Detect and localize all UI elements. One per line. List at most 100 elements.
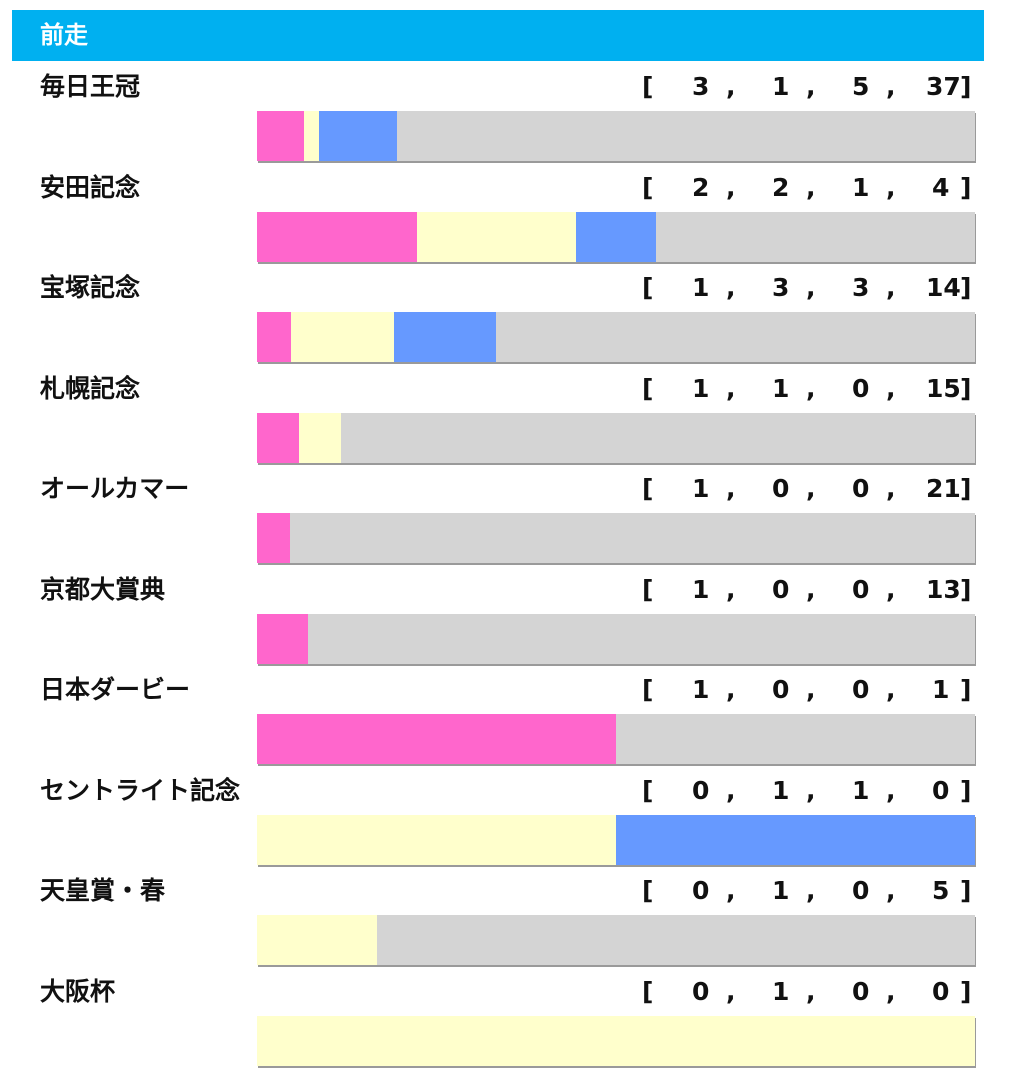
comma: ,: [886, 775, 896, 805]
bar-track: [257, 714, 975, 764]
count-value: 0: [772, 675, 790, 704]
count-value: 1: [772, 976, 790, 1006]
count-value: 1: [692, 474, 710, 503]
bracket: ]: [960, 273, 972, 302]
comma: ,: [726, 976, 736, 1006]
comma: ,: [886, 72, 896, 101]
record-counts: [0, 1, 0, 5]: [640, 876, 976, 906]
count-value: 5: [852, 72, 870, 101]
section-title: 前走: [40, 21, 88, 49]
comma: ,: [886, 474, 896, 503]
count-value: 0: [692, 775, 710, 805]
bar-segment: [291, 312, 394, 362]
bracket: ]: [960, 876, 972, 905]
bracket: ]: [960, 976, 972, 1006]
bar-segment: [393, 312, 497, 362]
bar-segment: [319, 111, 398, 161]
count-value: 0: [692, 976, 710, 1006]
record-counts: [3, 1, 5, 37]: [640, 72, 976, 102]
bar-segment: [416, 211, 577, 262]
record-counts: [2, 2, 1, 4]: [640, 173, 976, 203]
record-counts: [1, 0, 0, 21]: [640, 474, 976, 504]
record-counts: [1, 1, 0, 15]: [640, 374, 976, 404]
bar-segment: [376, 915, 975, 965]
bracket: ]: [960, 474, 972, 503]
bracket: [: [642, 72, 654, 101]
bracket: [: [642, 675, 654, 704]
count-value: 15: [926, 373, 961, 403]
count-value: 1: [852, 172, 870, 202]
record-counts: [1, 0, 0, 1]: [640, 675, 976, 705]
comma: ,: [806, 373, 816, 403]
bar-track: [257, 613, 975, 664]
bar-segment: [257, 312, 292, 362]
comma: ,: [726, 775, 736, 805]
bracket: [: [642, 976, 654, 1006]
count-value: 2: [772, 172, 790, 202]
comma: ,: [886, 172, 896, 202]
count-value: 14: [926, 273, 961, 302]
bar-segment: [289, 513, 975, 563]
record-counts: [0, 1, 1, 0]: [640, 776, 976, 806]
bracket: ]: [960, 172, 972, 202]
count-value: 4: [932, 172, 950, 202]
category-label: 日本ダービー: [40, 675, 191, 704]
comma: ,: [806, 273, 816, 302]
bar-segment: [576, 211, 656, 262]
count-value: 0: [852, 876, 870, 905]
bracket: [: [642, 273, 654, 302]
bracket: ]: [960, 775, 972, 805]
count-value: 1: [692, 273, 710, 302]
comma: ,: [886, 675, 896, 704]
category-label: 毎日王冠: [40, 72, 141, 101]
count-value: 1: [692, 574, 710, 604]
bar-segment: [308, 613, 975, 664]
bar-track: [257, 312, 975, 362]
record-counts: [0, 1, 0, 0]: [640, 977, 976, 1007]
count-value: 13: [926, 574, 961, 604]
category-label: 安田記念: [40, 172, 141, 202]
comma: ,: [726, 474, 736, 503]
comma: ,: [726, 273, 736, 302]
bracket: [: [642, 876, 654, 905]
bar-track: [257, 513, 975, 563]
bracket: [: [642, 574, 654, 604]
comma: ,: [886, 373, 896, 403]
bar-track: [257, 915, 975, 965]
count-value: 0: [692, 876, 710, 905]
comma: ,: [806, 976, 816, 1006]
count-value: 3: [692, 72, 710, 101]
count-value: 37: [926, 72, 961, 101]
bar-segment: [655, 211, 975, 262]
comma: ,: [886, 273, 896, 302]
bar-segment: [616, 814, 975, 865]
comma: ,: [806, 172, 816, 202]
comma: ,: [726, 172, 736, 202]
comma: ,: [806, 775, 816, 805]
category-label: 京都大賞典: [40, 574, 166, 604]
bar-track: [257, 814, 975, 865]
bar-segment: [257, 513, 290, 563]
count-value: 1: [932, 675, 950, 704]
record-counts: [1, 3, 3, 14]: [640, 273, 976, 303]
bar-track: [257, 1015, 975, 1066]
comma: ,: [886, 876, 896, 905]
bracket: ]: [960, 675, 972, 704]
bar-segment: [496, 312, 975, 362]
count-value: 1: [692, 675, 710, 704]
bracket: [: [642, 775, 654, 805]
count-value: 1: [772, 876, 790, 905]
bar-segment: [257, 915, 377, 965]
bar-segment: [257, 412, 300, 463]
bar-segment: [616, 714, 975, 764]
category-label: セントライト記念: [40, 775, 241, 805]
bar-track: [257, 211, 975, 262]
count-value: 0: [852, 474, 870, 503]
comma: ,: [726, 72, 736, 101]
category-label: オールカマー: [40, 474, 190, 503]
bar-track: [257, 111, 975, 161]
comma: ,: [806, 675, 816, 704]
bar-segment: [257, 814, 616, 865]
bar-segment: [257, 211, 417, 262]
bracket: [: [642, 373, 654, 403]
